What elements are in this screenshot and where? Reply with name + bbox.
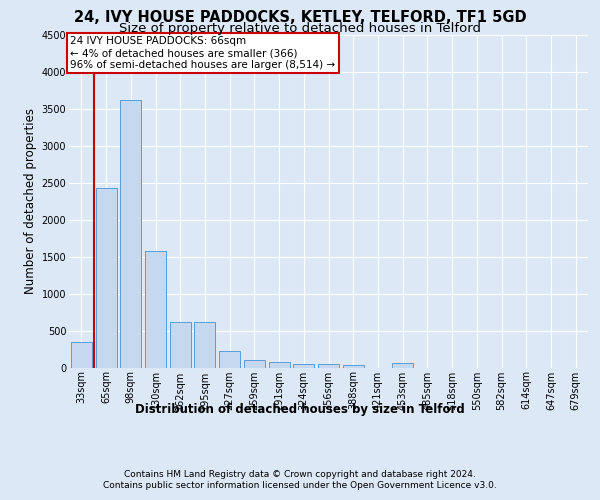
Text: Size of property relative to detached houses in Telford: Size of property relative to detached ho… (119, 22, 481, 35)
Bar (392, 363, 413, 368)
Bar (194, 322, 215, 368)
Bar (343, 364, 364, 368)
Bar (120, 100, 141, 367)
Bar (95, 188, 116, 368)
Bar (318, 364, 339, 368)
Bar (244, 360, 265, 368)
Bar (71, 342, 92, 367)
Text: Contains HM Land Registry data © Crown copyright and database right 2024.: Contains HM Land Registry data © Crown c… (124, 470, 476, 479)
Bar (293, 364, 314, 368)
Bar (269, 362, 290, 368)
Bar (170, 322, 191, 368)
Bar (145, 251, 166, 368)
Text: 24 IVY HOUSE PADDOCKS: 66sqm
← 4% of detached houses are smaller (366)
96% of se: 24 IVY HOUSE PADDOCKS: 66sqm ← 4% of det… (70, 36, 335, 70)
Bar (219, 351, 240, 368)
Text: 24, IVY HOUSE PADDOCKS, KETLEY, TELFORD, TF1 5GD: 24, IVY HOUSE PADDOCKS, KETLEY, TELFORD,… (74, 10, 526, 25)
Text: Distribution of detached houses by size in Telford: Distribution of detached houses by size … (135, 402, 465, 415)
Y-axis label: Number of detached properties: Number of detached properties (25, 108, 37, 294)
Text: Contains public sector information licensed under the Open Government Licence v3: Contains public sector information licen… (103, 481, 497, 490)
